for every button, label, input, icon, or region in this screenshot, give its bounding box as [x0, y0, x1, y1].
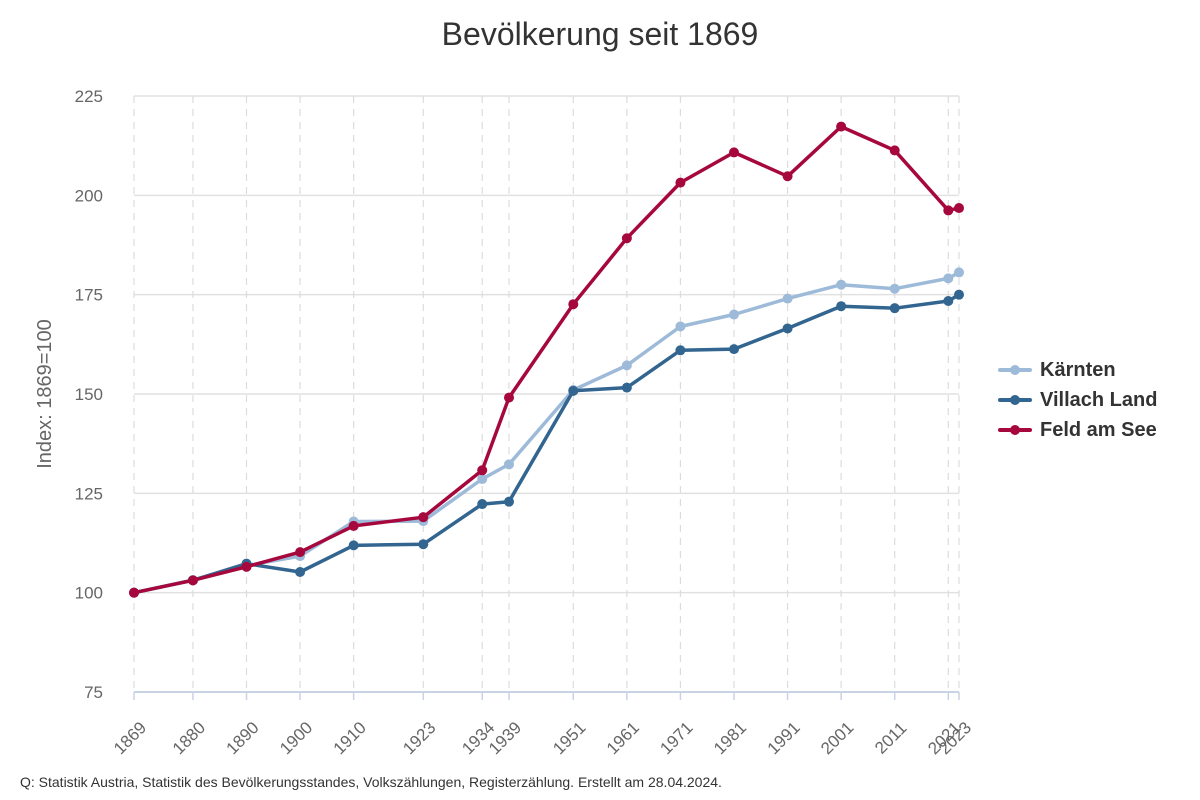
data-point	[348, 520, 359, 531]
series-line-0	[132, 270, 961, 595]
data-point	[954, 267, 964, 278]
x-tick-label: 1971	[656, 718, 696, 758]
y-tick-label: 150	[75, 385, 103, 404]
chart-legend: Kärnten Villach Land Feld am See	[998, 355, 1157, 445]
legend-item-villach-land[interactable]: Villach Land	[998, 385, 1157, 415]
legend-item-kaernten[interactable]: Kärnten	[998, 355, 1157, 385]
data-point	[729, 344, 739, 355]
y-tick-label: 200	[75, 186, 103, 205]
legend-swatch-villach-land	[998, 390, 1032, 410]
data-point	[504, 459, 514, 470]
x-tick-label: 1910	[330, 718, 370, 758]
data-point	[782, 171, 793, 182]
data-point	[418, 512, 429, 523]
data-point	[568, 299, 579, 310]
data-point	[729, 309, 739, 320]
legend-swatch-feld-am-see	[998, 420, 1032, 440]
data-point	[675, 177, 686, 188]
data-point	[943, 205, 954, 216]
data-point	[836, 121, 847, 132]
data-point	[241, 561, 252, 572]
x-tick-label: 1869	[110, 718, 150, 758]
data-point	[568, 385, 579, 396]
data-point	[943, 296, 954, 307]
source-note: Q: Statistik Austria, Statistik des Bevö…	[20, 774, 722, 790]
x-tick-label: 2001	[817, 718, 857, 758]
data-point	[889, 145, 900, 156]
data-point	[943, 273, 954, 284]
x-tick-label: 2011	[871, 718, 910, 757]
data-point	[729, 147, 739, 158]
x-tick-label: 1951	[549, 718, 589, 758]
data-point	[348, 540, 359, 551]
data-point	[418, 539, 429, 550]
data-point	[621, 233, 632, 244]
data-point	[187, 575, 198, 586]
legend-label: Kärnten	[1040, 358, 1116, 381]
y-tick-label: 225	[75, 87, 103, 106]
data-point	[782, 293, 793, 304]
x-tick-label: 1923	[399, 718, 439, 758]
data-point	[889, 283, 900, 294]
data-point	[836, 279, 847, 290]
legend-swatch-kaernten	[998, 360, 1032, 380]
data-point	[621, 382, 632, 393]
y-tick-label: 100	[75, 584, 103, 603]
x-tick-label: 1961	[603, 718, 643, 758]
data-point	[477, 499, 488, 510]
data-point	[954, 289, 964, 300]
x-tick-label: 1981	[710, 718, 750, 758]
x-tick-label: 2023	[935, 718, 975, 758]
data-point	[675, 345, 686, 356]
data-point	[129, 587, 139, 598]
chart-title: Bevölkerung seit 1869	[441, 16, 759, 52]
data-point	[477, 474, 488, 485]
x-tick-label: 1880	[169, 718, 209, 758]
data-point	[621, 360, 632, 371]
data-point	[836, 301, 847, 312]
data-point	[889, 303, 900, 314]
y-tick-label: 75	[84, 683, 103, 702]
data-point	[295, 547, 306, 558]
data-point	[675, 321, 686, 332]
series-line-2	[132, 124, 961, 595]
x-tick-label: 1991	[764, 718, 804, 758]
x-tick-label: 1890	[223, 718, 263, 758]
x-tick-label: 1939	[485, 718, 525, 758]
data-point	[295, 567, 306, 578]
series-line-1	[132, 292, 961, 595]
y-axis-label: Index: 1869=100	[34, 319, 56, 469]
data-point	[782, 323, 793, 334]
y-tick-label: 125	[75, 484, 103, 503]
legend-item-feld-am-see[interactable]: Feld am See	[998, 415, 1157, 445]
data-point	[477, 465, 488, 476]
data-point	[504, 392, 514, 403]
data-point	[504, 496, 514, 507]
x-tick-label: 1900	[276, 718, 316, 758]
y-tick-label: 175	[75, 286, 103, 305]
data-point	[954, 203, 964, 214]
legend-label: Villach Land	[1040, 388, 1158, 411]
legend-label: Feld am See	[1040, 418, 1157, 441]
